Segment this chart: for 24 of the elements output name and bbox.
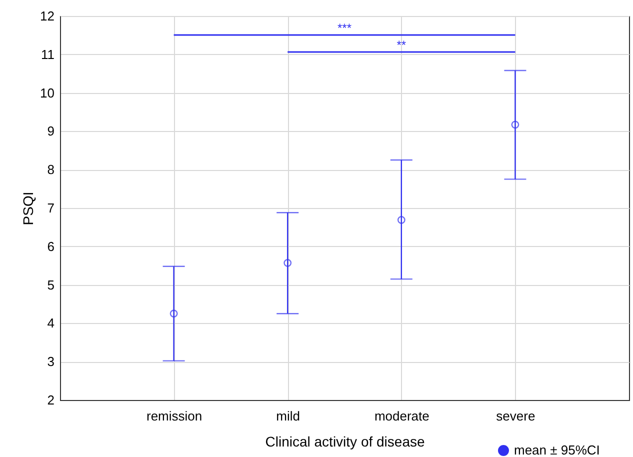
annotation: ** xyxy=(396,38,406,52)
y-tick-label: 8 xyxy=(47,162,54,178)
y-axis-title: PSQI xyxy=(20,192,36,226)
y-tick-label: 10 xyxy=(40,85,54,100)
x-axis-title: Clinical activity of disease xyxy=(265,434,425,450)
y-tick-label: 9 xyxy=(47,124,54,139)
x-tick-label: moderate xyxy=(374,408,430,424)
annotation: *** xyxy=(337,21,352,35)
point xyxy=(170,310,178,318)
point xyxy=(511,120,520,129)
y-tick-label: 2 xyxy=(47,392,54,408)
x-tick-label: mild xyxy=(276,408,300,424)
y-tick-label: 6 xyxy=(47,238,54,254)
y-tick-label: 7 xyxy=(47,200,54,216)
y-tick-label: 11 xyxy=(41,46,54,62)
x-tick-label: severe xyxy=(496,408,536,424)
point xyxy=(397,216,406,224)
y-tick-label: 3 xyxy=(47,354,54,370)
y-tick-label: 12 xyxy=(40,8,54,24)
y-tick-label: 5 xyxy=(47,277,54,292)
x-tick-label: remission xyxy=(146,408,202,424)
point xyxy=(284,258,292,267)
legend-label: mean ± 95%CI xyxy=(514,442,600,457)
y-tick-label: 4 xyxy=(47,316,54,331)
